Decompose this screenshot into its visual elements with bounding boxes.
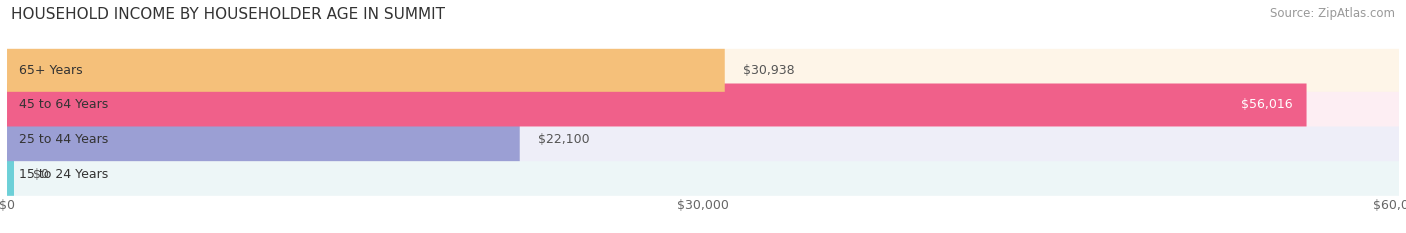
Text: $56,016: $56,016	[1241, 99, 1292, 112]
Text: Source: ZipAtlas.com: Source: ZipAtlas.com	[1270, 7, 1395, 20]
FancyBboxPatch shape	[7, 118, 520, 161]
Text: 25 to 44 Years: 25 to 44 Years	[18, 133, 108, 146]
Text: $30,938: $30,938	[744, 64, 794, 77]
Text: HOUSEHOLD INCOME BY HOUSEHOLDER AGE IN SUMMIT: HOUSEHOLD INCOME BY HOUSEHOLDER AGE IN S…	[11, 7, 446, 22]
FancyBboxPatch shape	[7, 83, 1399, 127]
FancyBboxPatch shape	[7, 49, 724, 92]
Text: 65+ Years: 65+ Years	[18, 64, 83, 77]
FancyBboxPatch shape	[7, 153, 1399, 196]
Text: $0: $0	[32, 168, 49, 181]
FancyBboxPatch shape	[7, 49, 1399, 92]
Text: 15 to 24 Years: 15 to 24 Years	[18, 168, 108, 181]
Text: 45 to 64 Years: 45 to 64 Years	[18, 99, 108, 112]
FancyBboxPatch shape	[7, 153, 14, 196]
FancyBboxPatch shape	[7, 83, 1306, 127]
FancyBboxPatch shape	[7, 118, 1399, 161]
Text: $22,100: $22,100	[538, 133, 591, 146]
